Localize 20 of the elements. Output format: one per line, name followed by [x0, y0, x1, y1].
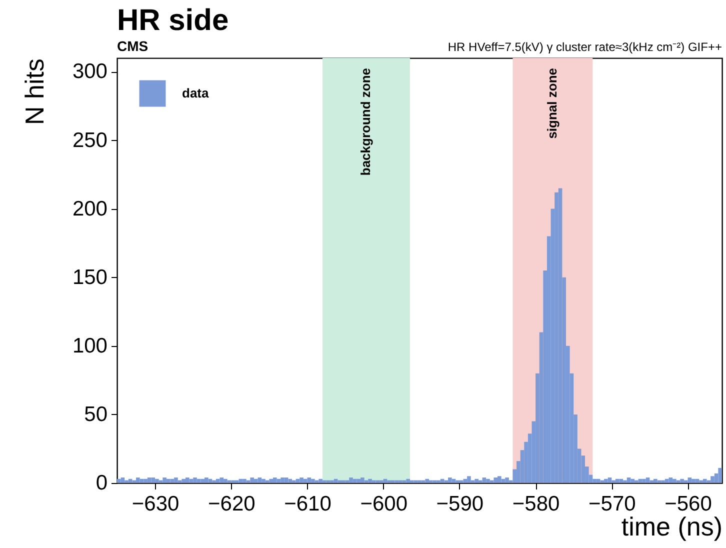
- y-axis-title: N hits: [19, 58, 50, 125]
- x-tick-label: −610: [284, 492, 332, 516]
- y-tick-label: 100: [72, 334, 108, 358]
- y-tick-label: 250: [72, 128, 108, 152]
- y-tick-label: 300: [72, 60, 108, 84]
- y-tick-label: 200: [72, 197, 108, 220]
- text: CMS: [117, 38, 148, 54]
- x-tick-label: −590: [436, 492, 484, 516]
- y-tick-label: 50: [84, 402, 108, 426]
- text: HR HVeff=7.5(kV) γ cluster rate≈3(kHz cm⁻²) GIF++: [448, 40, 722, 54]
- x-tick-label: −620: [208, 492, 256, 516]
- band-label: signal zone: [544, 68, 560, 139]
- y-tick-label: 150: [72, 266, 108, 289]
- x-tick-label: −580: [512, 492, 560, 516]
- band-label: background zone: [358, 68, 374, 176]
- y-tick-label: 0: [96, 472, 108, 494]
- chart-title: HR side: [116, 4, 229, 37]
- x-tick-label: −600: [360, 492, 408, 516]
- legend-label: data: [182, 86, 210, 100]
- x-tick-label: −630: [132, 492, 180, 516]
